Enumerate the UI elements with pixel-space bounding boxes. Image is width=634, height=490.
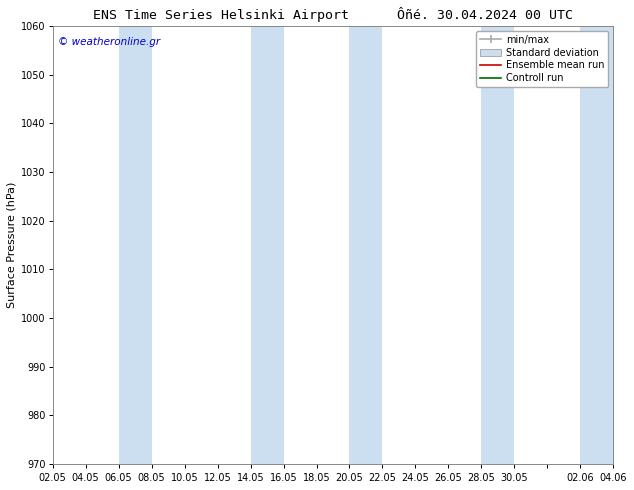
Bar	[250, 26, 283, 464]
Y-axis label: Surface Pressure (hPa): Surface Pressure (hPa)	[7, 182, 17, 308]
Bar	[580, 26, 613, 464]
Title: ENS Time Series Helsinki Airport      Ôñé. 30.04.2024 00 UTC: ENS Time Series Helsinki Airport Ôñé. 30…	[93, 7, 573, 22]
Bar	[481, 26, 514, 464]
Legend: min/max, Standard deviation, Ensemble mean run, Controll run: min/max, Standard deviation, Ensemble me…	[476, 31, 609, 87]
Bar	[349, 26, 382, 464]
Bar	[119, 26, 152, 464]
Text: © weatheronline.gr: © weatheronline.gr	[58, 37, 160, 47]
